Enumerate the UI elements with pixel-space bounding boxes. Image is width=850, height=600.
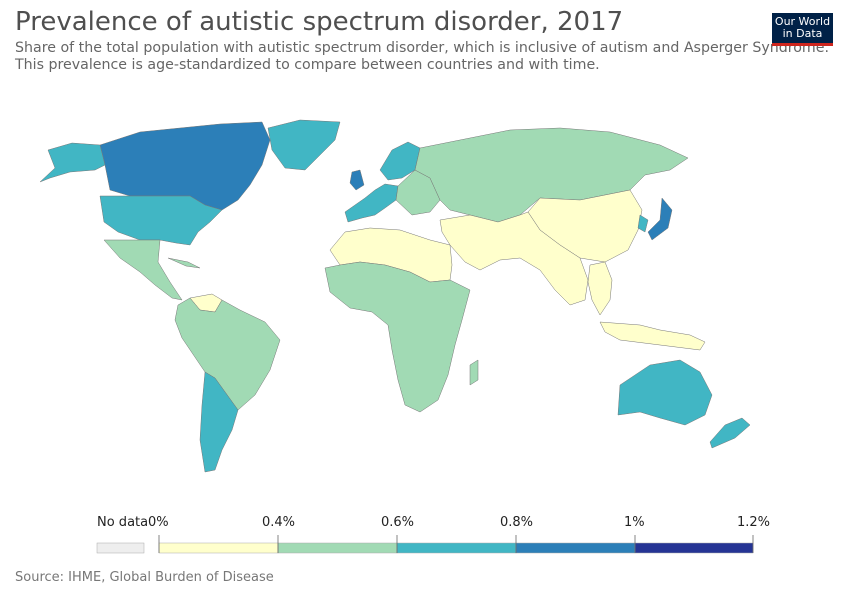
region-middle-east-south-asia[interactable] <box>439 211 589 306</box>
legend <box>96 535 754 554</box>
legend-tick-1: 1% <box>624 515 645 530</box>
chart-title: Prevalence of autistic spectrum disorder… <box>15 7 624 37</box>
legend-tick-0.4: 0.4% <box>262 515 296 530</box>
region-argentina-chile[interactable] <box>199 371 239 473</box>
region-madagascar[interactable] <box>469 359 479 386</box>
region-sub-saharan-africa[interactable] <box>324 261 471 413</box>
logo-line-1: Our World <box>774 15 831 28</box>
region-south-america[interactable] <box>174 297 281 411</box>
chart-subtitle: Share of the total population with autis… <box>15 40 850 74</box>
subtitle-line-1: Share of the total population with autis… <box>15 40 829 56</box>
region-korea[interactable] <box>637 214 649 233</box>
legend-no-data-label: No data <box>97 515 149 530</box>
legend-tick-0.8: 0.8% <box>500 515 534 530</box>
region-uk[interactable] <box>349 169 365 191</box>
region-caribbean[interactable] <box>167 257 201 269</box>
logo-line-2: in Data <box>782 27 823 40</box>
region-alaska[interactable] <box>39 142 106 183</box>
owid-logo[interactable]: Our World in Data <box>772 13 833 46</box>
region-canada[interactable] <box>99 121 271 211</box>
legend-bin-0.4-0.6[interactable] <box>277 542 398 554</box>
legend-bin-1-1.2[interactable] <box>634 542 754 554</box>
region-usa[interactable] <box>99 195 223 246</box>
source-note[interactable]: Source: IHME, Global Burden of Disease <box>15 570 274 585</box>
region-new-zealand[interactable] <box>709 417 751 449</box>
legend-bin-0.8-1[interactable] <box>515 542 636 554</box>
legend-tick-1.2: 1.2% <box>737 515 771 530</box>
region-mexico-central-america[interactable] <box>103 239 183 301</box>
region-southeast-asia[interactable] <box>587 261 613 316</box>
region-greenland[interactable] <box>267 119 341 171</box>
legend-bin-0.6-0.8[interactable] <box>396 542 517 554</box>
legend-no-data-swatch[interactable] <box>96 542 145 554</box>
region-japan[interactable] <box>647 197 673 241</box>
legend-bin-0-0.4[interactable] <box>158 542 279 554</box>
region-australia[interactable] <box>617 359 713 426</box>
region-indonesia[interactable] <box>599 321 706 351</box>
subtitle-line-2: This prevalence is age-standardized to c… <box>15 57 600 73</box>
region-western-europe[interactable] <box>344 183 399 223</box>
legend-tick-0: 0% <box>148 515 169 530</box>
legend-tick-0.6: 0.6% <box>381 515 415 530</box>
